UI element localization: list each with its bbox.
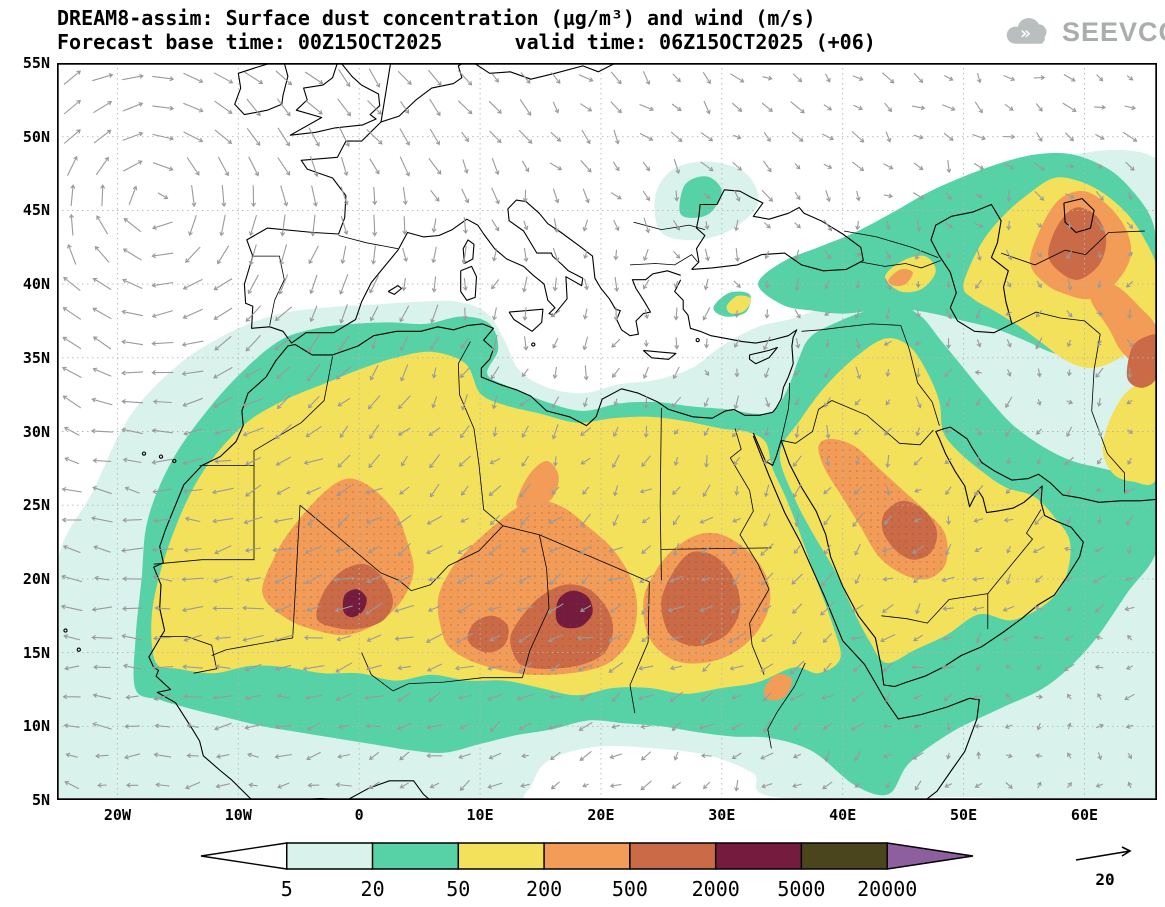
seevccc-logo: » SEEVCCC (1002, 14, 1165, 50)
chart-title: DREAM8-assim: Surface dust concentration… (57, 6, 816, 30)
wind-reference-value: 20 (1095, 870, 1115, 889)
wind-reference: 20 (1072, 842, 1152, 898)
lon-tick-label: 20W (103, 806, 131, 824)
logo-text: SEEVCCC (1062, 16, 1165, 47)
lat-tick-label: 55N (22, 54, 50, 72)
colorbar-segment (371, 842, 460, 870)
colorbar-label: 200 (526, 877, 562, 901)
lon-tick-label: 0 (354, 806, 364, 824)
gridlines (57, 63, 1157, 800)
map-frame (57, 63, 1157, 800)
map-area (57, 63, 1157, 800)
wind-reference-arrow (1075, 846, 1132, 861)
svg-text:»: » (1020, 23, 1031, 44)
colorbar-label: 20000 (857, 877, 917, 901)
dust-fill-layers (57, 149, 1157, 800)
colorbar-segment (886, 842, 974, 870)
lon-tick-label: 20E (587, 806, 615, 824)
lon-tick-label: 10W (224, 806, 252, 824)
colorbar-label: 2000 (692, 877, 740, 901)
lon-tick-label: 30E (708, 806, 736, 824)
lat-tick-label: 25N (22, 496, 50, 515)
lat-tick-label: 10N (22, 717, 50, 736)
lat-tick-label: 20N (22, 569, 50, 588)
colorbar-segment (543, 842, 631, 870)
colorbar-label: 20 (361, 877, 385, 901)
lon-tick-label: 40E (829, 806, 857, 824)
lon-tick-label: 50E (950, 806, 978, 824)
cloud-icon: » (1006, 17, 1047, 44)
colorbar: 5 20 50 200 500 2000 5000 20000 (200, 842, 974, 901)
country-borders (153, 221, 1145, 749)
colorbar-segment (200, 842, 288, 870)
lat-tick-label: 15N (22, 643, 50, 662)
colorbar-label: 500 (612, 877, 648, 901)
lat-tick-label: 50N (22, 127, 50, 146)
lat-tick-label: 5N (31, 791, 50, 809)
colorbar-label: 50 (446, 877, 470, 901)
colorbar-label: 5000 (777, 877, 825, 901)
chart-subtitle: Forecast base time: 00Z15OCT2025 valid t… (57, 30, 876, 54)
colorbar-segment (629, 842, 717, 870)
colorbar-segment (457, 842, 545, 870)
wind-arrows (60, 68, 1138, 792)
lat-tick-label: 40N (22, 275, 50, 294)
dust-concentration-map (57, 63, 1157, 800)
lat-tick-label: 45N (22, 201, 50, 220)
colorbar-segment (800, 842, 888, 870)
lon-tick-label: 60E (1070, 806, 1099, 824)
lon-tick-label: 10E (466, 806, 494, 824)
colorbar-segment (714, 842, 803, 870)
colorbar-segment (286, 842, 374, 870)
lat-tick-label: 30N (22, 422, 50, 441)
lat-tick-label: 35N (22, 348, 50, 367)
colorbar-label: 5 (281, 877, 293, 901)
